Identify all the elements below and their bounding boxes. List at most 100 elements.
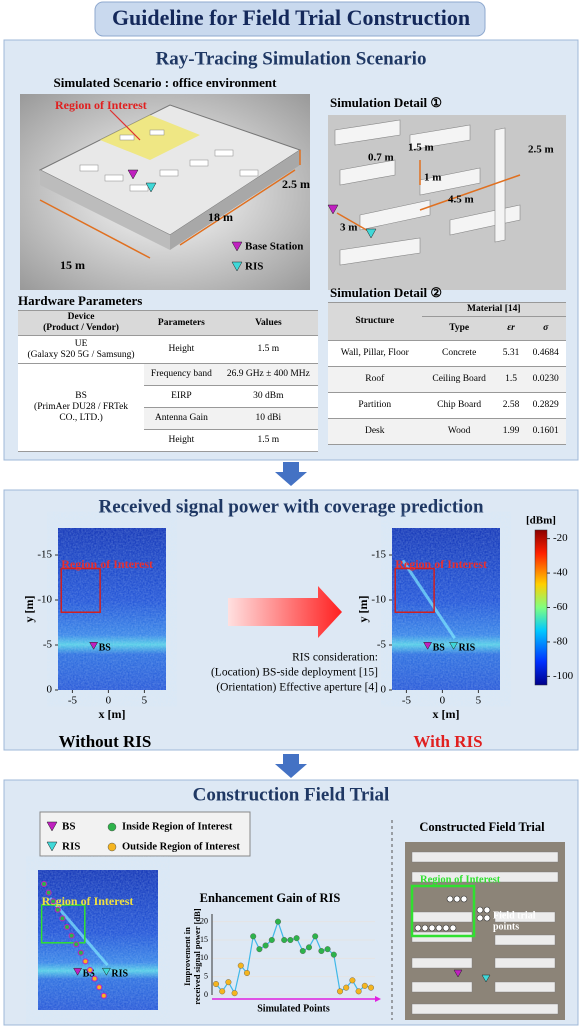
y-axis-label: received signal power [dB] [192,908,202,1004]
trial-point-decor [101,993,106,998]
data-point [325,946,331,952]
table-cell: 0.2829 [525,393,566,419]
roi-label: Region of Interest [55,98,147,112]
table-header: Material [14] [422,303,566,317]
dimension-label: 1 m [424,172,441,184]
table-cell: 10 dBi [219,408,318,430]
colorbar-unit: [dBm] [526,515,556,527]
data-point [312,934,318,940]
table-cell: Wood [422,419,497,445]
y-axis-label: y [m] [356,596,370,623]
subheading: Constructed Field Trial [419,820,545,834]
table-cell: Desk [328,419,422,445]
table-cell: 0.1601 [525,419,566,445]
cell-text: CO., LTD.) [59,413,102,423]
colorbar-tick-label: -60 [553,601,568,613]
legend-marker [108,843,116,851]
colorbar-tick-label: -20 [553,532,568,544]
colorbar-tick-label: -40 [553,567,568,579]
hardware-table: Device(Product / Vendor)ParametersValues… [18,310,318,452]
trial-point-decor [74,942,79,947]
data-point [263,943,269,949]
colorbar-tick-label: -100 [553,670,574,682]
section-heading: Received signal power with coverage pred… [98,496,483,517]
trial-point-decor [92,976,97,981]
data-point [226,979,232,985]
y-tick-label: -5 [43,639,53,651]
photo-label: points [493,921,519,932]
roi-label: Region of Interest [61,557,153,571]
table-cell: 1.5 m [219,336,318,364]
data-point [343,985,349,991]
table-cell: 5.31 [497,341,526,367]
x-axis-label: x [m] [99,707,126,721]
table-cell: 1.99 [497,419,526,445]
table-row: PartitionChip Board2.580.2829 [328,393,566,419]
heatmap-texture [58,528,166,690]
legend-label: RIS [62,841,80,853]
trial-point-decor [65,925,70,930]
trial-point-decor [83,959,88,964]
trial-point-decor [51,899,56,904]
y-tick-label: -15 [37,549,52,561]
dimension-label: 2.5 m [282,177,310,191]
data-point [238,963,244,969]
data-point [337,989,343,995]
legend-marker [108,823,116,831]
y-tick-label: -10 [371,594,386,606]
colorbar-tick-label: -80 [553,635,568,647]
table-cell: Height [144,336,219,364]
table-header: Values [219,311,318,336]
x-tick-label: 0 [106,695,112,707]
x-tick-label: 5 [476,695,482,707]
material-table: StructureMaterial [14]TypeεrσWall, Pilla… [328,302,566,445]
trial-point-decor [88,968,93,973]
data-point [350,978,356,984]
subheading: Simulation Detail ① [330,95,442,110]
table-header: σ [525,317,566,341]
legend-label: Inside Region of Interest [122,821,233,832]
y-tick-label: -10 [37,594,52,606]
bs-label: BS [433,643,446,654]
page-title: Guideline for Field Trial Construction [112,5,470,30]
table-cell: 1.5 m [219,430,318,452]
table-cell: 26.9 GHz ± 400 MHz [219,364,318,386]
table-cell: Frequency band [144,364,219,386]
y-axis-label: y [m] [22,596,36,623]
subheading: Simulation Detail ② [330,285,442,300]
table-header: Parameters [144,311,219,336]
dimension-label: 18 m [208,210,233,224]
table-cell: 0.4684 [525,341,566,367]
y-axis-label: Improvement in [182,927,192,986]
dimension-label: 15 m [60,258,85,272]
down-arrow [275,754,307,778]
y-tick-label: -5 [377,639,387,651]
y-tick-label: 0 [47,684,53,696]
data-point [281,937,287,943]
table-cell: 30 dBm [219,386,318,408]
chart-title: Enhancement Gain of RIS [200,891,341,905]
y-tick-label: -15 [371,549,386,561]
roi-label: Region of Interest [395,557,487,571]
dimension-label: 4.5 m [448,194,474,206]
y-tick-label: 5 [204,971,208,980]
trial-point-decor [42,882,47,887]
table-cell: Height [144,430,219,452]
dimension-label: 0.7 m [368,152,394,164]
ris-label: RIS [111,968,128,979]
trial-point-decor [78,950,83,955]
data-point [300,948,306,954]
table-row: StructureMaterial [14] [328,303,566,317]
table-cell: Chip Board [422,393,497,419]
note: RIS consideration: [292,652,378,664]
subheading: Simulated Scenario : office environment [54,75,278,90]
y-tick-label: 0 [381,684,387,696]
legend-label: BS [62,821,75,833]
cell-text: (Galaxy S20 5G / Samsung) [27,350,134,360]
page: Guideline for Field Trial ConstructionRa… [0,0,582,1027]
table-cell: Roof [328,367,422,393]
